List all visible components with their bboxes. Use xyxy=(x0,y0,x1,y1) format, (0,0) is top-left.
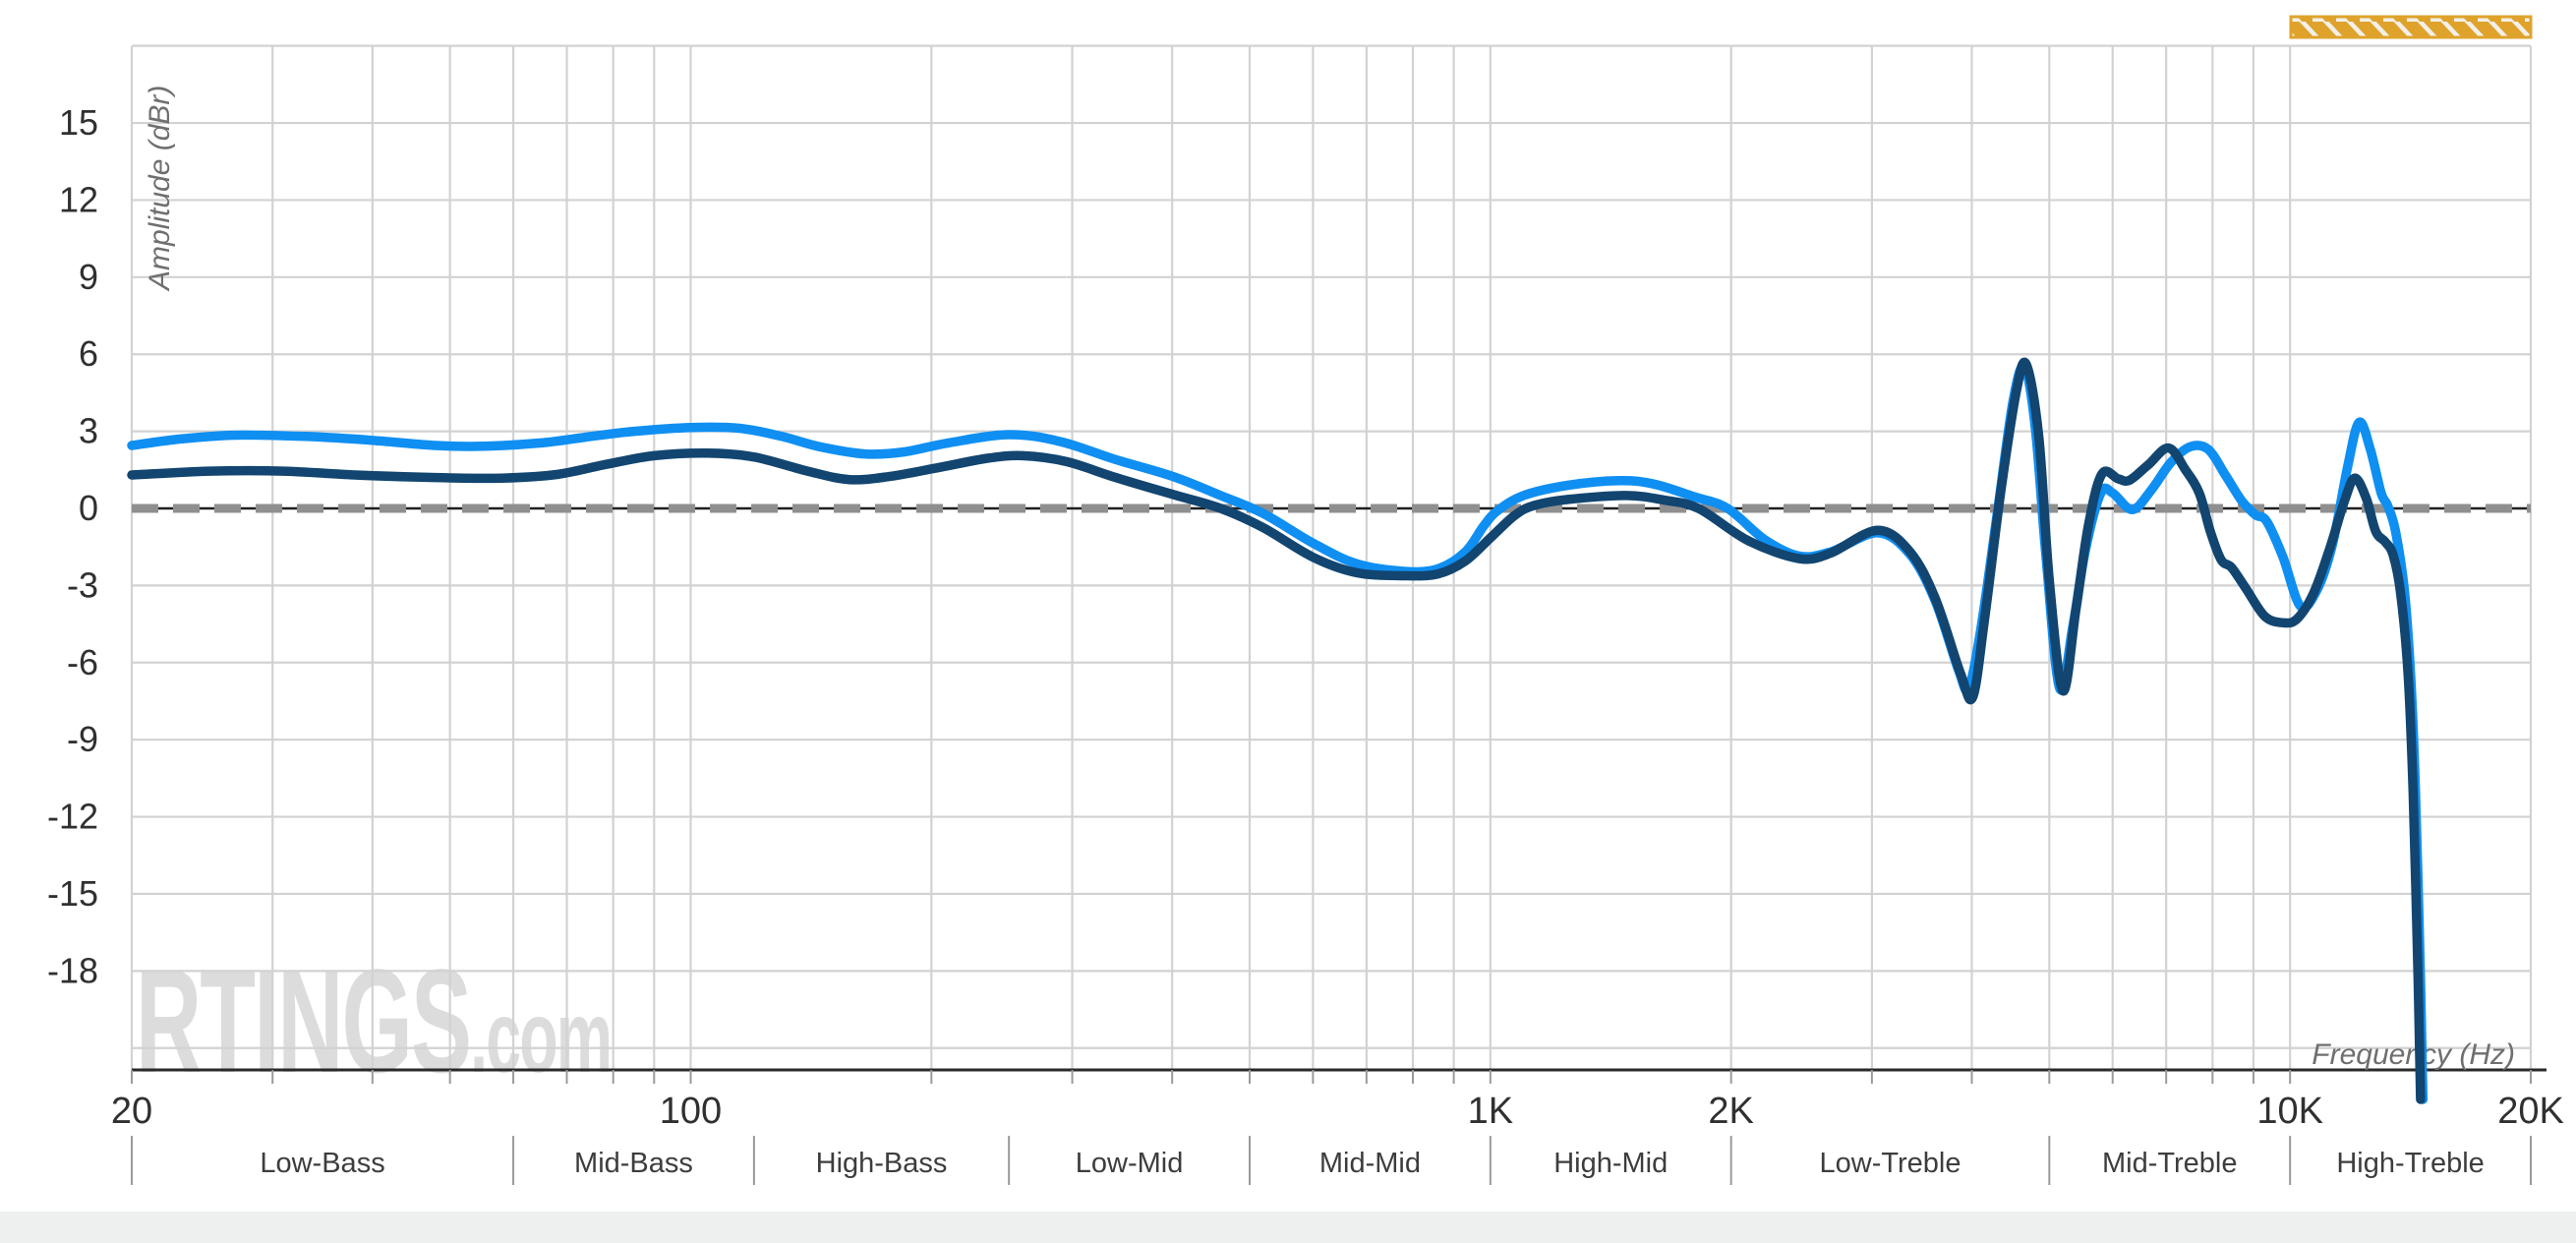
band-label: Mid-Bass xyxy=(574,1148,693,1179)
y-tick-label: -3 xyxy=(67,564,98,605)
x-tick-label: 10K xyxy=(2256,1091,2323,1132)
band-label: High-Mid xyxy=(1553,1148,1668,1179)
x-tick-label: 1K xyxy=(1468,1091,1513,1132)
y-tick-label: 12 xyxy=(59,179,98,219)
band-label: Low-Bass xyxy=(260,1148,384,1179)
y-tick-label: 3 xyxy=(79,411,98,451)
y-axis-title: Amplitude (dBr) xyxy=(144,86,176,292)
watermark: RTINGS.com xyxy=(136,939,611,1103)
band-label: Low-Treble xyxy=(1820,1148,1961,1179)
dark-navy-curve xyxy=(127,357,2426,1104)
y-tick-label: -12 xyxy=(47,797,98,837)
x-tick-label: 2K xyxy=(1708,1091,1753,1132)
band-label: High-Treble xyxy=(2336,1148,2484,1179)
x-tick-label: 20 xyxy=(111,1091,152,1132)
footer-strip xyxy=(0,1212,2576,1243)
y-tick-label: -18 xyxy=(47,950,98,990)
x-tick-label: 100 xyxy=(660,1091,722,1132)
band-label: Mid-Mid xyxy=(1319,1148,1421,1179)
x-axis-title: Frequency (Hz) xyxy=(2312,1038,2515,1071)
band-label: High-Bass xyxy=(816,1148,948,1179)
band-label: Mid-Treble xyxy=(2102,1148,2238,1179)
y-tick-label: -6 xyxy=(67,642,98,682)
band-label: Low-Mid xyxy=(1076,1148,1184,1179)
y-tick-label: -9 xyxy=(67,719,98,759)
y-tick-label: -15 xyxy=(47,873,98,914)
y-tick-label: 15 xyxy=(59,102,98,143)
unreliable-region-marker xyxy=(2289,15,2533,39)
y-tick-label: 0 xyxy=(79,488,98,528)
y-tick-label: 9 xyxy=(79,257,98,297)
x-tick-label: 20K xyxy=(2497,1091,2564,1132)
y-tick-label: 6 xyxy=(79,333,98,374)
